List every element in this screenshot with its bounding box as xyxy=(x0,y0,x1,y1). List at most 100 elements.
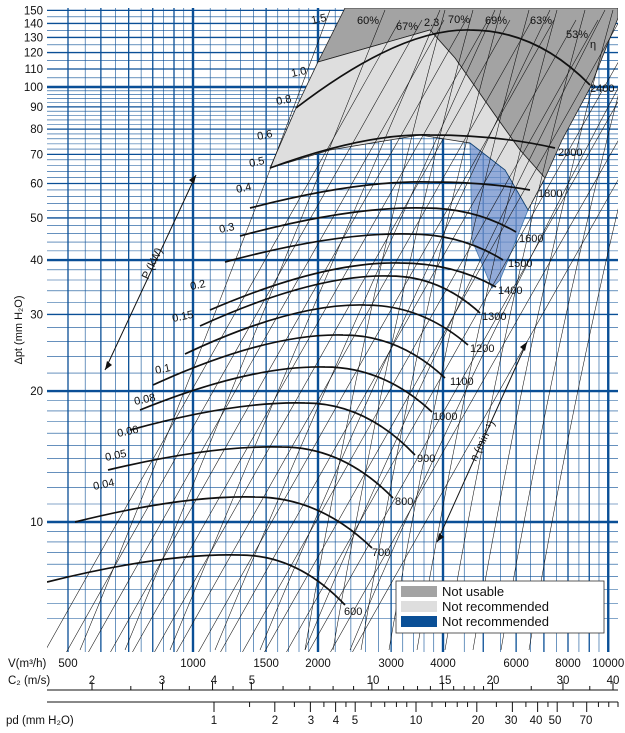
x-tick-label-velocity: 20 xyxy=(487,675,500,687)
y-tick-label: 150 xyxy=(24,5,43,17)
speed-curve-1300 xyxy=(199,275,481,327)
x-tick-label-volume: 4000 xyxy=(430,658,456,670)
x-tick-label-velocity: 10 xyxy=(367,675,380,687)
x-tick-label-pressure: 4 xyxy=(333,715,340,727)
legend: Not usable Not recommended Not recommend… xyxy=(395,580,605,634)
x-tick-label-pressure: 20 xyxy=(472,715,485,727)
efficiency-label: 70% xyxy=(448,14,470,26)
power-label: 0.3 xyxy=(218,221,235,236)
speed-label-1200: 1200 xyxy=(470,343,494,355)
speed-arrow-head-down xyxy=(437,533,444,542)
x-tick-label-volume: 1500 xyxy=(253,658,279,670)
speed-curve-800 xyxy=(107,446,394,499)
speed-curve-1000 xyxy=(139,366,433,413)
y-tick-label: 120 xyxy=(24,48,43,60)
diagonal-efficiency-line xyxy=(124,9,386,651)
x-tick-label-volume: 6000 xyxy=(503,658,529,670)
speed-label-1300: 1300 xyxy=(482,311,506,323)
speed-label-600: 600 xyxy=(344,606,362,618)
diagonal-speed-line xyxy=(360,9,502,651)
power-label: 0.6 xyxy=(256,128,273,143)
diagonal-speed-line xyxy=(528,208,618,651)
legend-swatch-not-recommended-grey xyxy=(401,601,437,612)
diagonal-speed-line xyxy=(444,9,586,651)
power-label: 0.1 xyxy=(154,362,171,377)
speed-label-1400: 1400 xyxy=(498,285,522,297)
speed-label-900: 900 xyxy=(417,453,435,465)
speed-curve-1500 xyxy=(224,233,504,263)
diagonal-speed-line xyxy=(388,9,530,651)
power-label: 0.15 xyxy=(171,309,194,325)
diagonal-power-line xyxy=(242,19,599,652)
y-tick-label: 40 xyxy=(30,255,43,267)
x-axis-label-velocity: C₂ (m/s) xyxy=(8,675,50,687)
speed-label-1600: 1600 xyxy=(519,233,543,245)
y-tick-label: 70 xyxy=(30,149,43,161)
power-arrow-head-up xyxy=(189,175,196,184)
x-tick-label-pressure: 10 xyxy=(410,715,423,727)
power-arrow-head-down xyxy=(105,361,112,370)
y-tick-label: 80 xyxy=(30,124,43,136)
diagonal-speed-line xyxy=(416,9,558,651)
speed-curve-1100 xyxy=(152,334,446,386)
x-tick-label-velocity: 15 xyxy=(439,675,452,687)
diagonal-power-line xyxy=(330,140,618,652)
x-tick-label-velocity: 40 xyxy=(607,675,620,687)
efficiency-label: 60% xyxy=(357,15,379,27)
speed-curve-2000 xyxy=(269,134,556,169)
diagonal-power-line xyxy=(264,22,618,652)
diagonal-speed-line xyxy=(332,9,474,651)
diagonal-power-line xyxy=(220,19,577,652)
x-tick-label-pressure: 40 xyxy=(530,715,543,727)
power-label: 1.5 xyxy=(310,12,327,27)
power-label: 0.06 xyxy=(116,424,139,440)
legend-label-not-usable: Not usable xyxy=(442,584,504,599)
speed-curve-2400 xyxy=(295,29,591,109)
x-tick-label-velocity: 5 xyxy=(249,675,255,687)
efficiency-symbol: η xyxy=(590,39,596,51)
power-label: 0.04 xyxy=(92,477,115,493)
x-tick-label-volume: 3000 xyxy=(378,658,404,670)
legend-swatch-not-usable xyxy=(401,586,437,597)
x-axis-label-volume: V(m³/h) xyxy=(8,658,47,670)
x-tick-label-pressure: 2 xyxy=(272,715,278,727)
power-label: 0.05 xyxy=(104,448,127,464)
speed-label-1500: 1500 xyxy=(508,258,532,270)
speed-curve-600 xyxy=(47,554,346,606)
power-label: 0.5 xyxy=(248,155,265,170)
diagonal-efficiency-line xyxy=(214,9,496,651)
speed-label-2400: 2400 xyxy=(590,83,614,95)
diagonal-power-line xyxy=(66,19,423,652)
efficiency-label: 67% xyxy=(396,21,418,33)
speed-curve-1600 xyxy=(239,207,517,237)
efficiency-label: 2.3 xyxy=(424,17,439,29)
legend-label-not-recommended-blue: Not recommended xyxy=(442,614,549,629)
speed-label-1800: 1800 xyxy=(538,188,562,200)
efficiency-label: 69% xyxy=(485,15,507,27)
x-tick-label-volume: 500 xyxy=(58,658,77,670)
speed-curve-1200 xyxy=(184,304,469,355)
efficiency-label: 53% xyxy=(566,29,588,41)
x-tick-label-velocity: 4 xyxy=(211,675,218,687)
speed-curve-1800 xyxy=(249,181,531,209)
power-axis-arrow xyxy=(104,174,197,371)
x-tick-label-pressure: 5 xyxy=(352,715,358,727)
diagonal-speed-line xyxy=(500,95,618,651)
x-tick-label-pressure: 50 xyxy=(549,715,562,727)
x-axis-label-pressure: pd (mm H₂O) xyxy=(6,715,74,727)
x-tick-label-pressure: 30 xyxy=(505,715,518,727)
y-axis-label: Δpt (mm H₂O) xyxy=(13,295,25,364)
x-tick-label-pressure: 3 xyxy=(308,715,314,727)
speed-label-2000: 2000 xyxy=(558,147,582,159)
y-tick-label: 130 xyxy=(24,32,43,44)
diagonal-power-line xyxy=(88,19,445,652)
y-tick-label: 10 xyxy=(30,517,43,529)
diagonal-power-line xyxy=(308,101,618,652)
speed-label-1100: 1100 xyxy=(450,376,474,388)
speed-curve-900 xyxy=(129,402,416,456)
y-tick-label: 60 xyxy=(30,179,43,191)
x-tick-label-velocity: 2 xyxy=(89,675,95,687)
x-tick-label-velocity: 30 xyxy=(557,675,570,687)
fan-curves xyxy=(47,29,591,606)
